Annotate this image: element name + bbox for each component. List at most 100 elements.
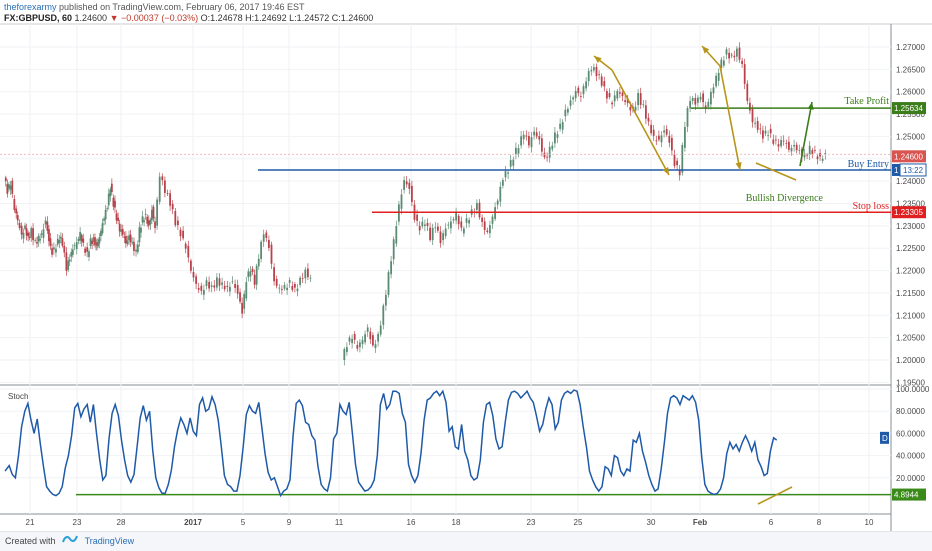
candle-body [25,228,28,236]
candle-body [676,160,678,166]
candle-body [457,215,460,225]
time-tick-label: 23 [73,518,82,527]
buy-entry-tag-bg [892,163,900,176]
candle-body [504,171,507,178]
candle-body [616,90,619,99]
time-tick-label: 16 [407,518,416,527]
candle-body [795,144,798,151]
candle-body [416,214,418,221]
candle-body [34,239,37,241]
candle-body [655,140,658,142]
price-tick-label: 1.20000 [896,356,925,365]
candle-body [107,193,110,206]
candle-body [79,232,82,241]
candle-body [595,66,598,77]
candle-body [213,285,216,288]
candle-body [639,93,642,105]
candle-body [203,289,205,295]
candle-body [764,130,767,134]
candle-body [9,185,12,190]
candle-body [499,186,502,202]
time-tick-label: 28 [117,518,126,527]
candle-body [533,131,535,136]
candle-body [717,72,720,81]
candle-body [231,281,234,283]
candle-body [421,221,424,227]
candle-body [400,194,403,209]
candle-body [243,293,246,309]
candle-body [444,228,447,237]
candle-body [149,219,152,225]
buy-entry-label: Buy Entry [848,159,889,170]
candle-body [245,282,248,299]
last-price-tag: 1.24600 [894,152,923,161]
candle-body [382,305,385,325]
stoch-tick-label: 100.0000 [896,385,930,394]
candle-body [535,132,538,137]
candle-body [603,81,606,87]
candle-body [158,176,161,202]
candle-body [114,200,116,208]
price-tick-label: 1.22000 [896,267,925,276]
candle-body [678,170,681,176]
trend-arrows [593,45,814,181]
candle-body [16,215,19,221]
candle-body [275,278,278,286]
candle-body [129,234,132,243]
candle-body [117,217,119,221]
candle-body [226,285,229,287]
candle-body [152,206,155,219]
time-tick-label: 11 [335,518,344,527]
candle-body [174,210,177,226]
chart-canvas[interactable]: 1.270001.265001.260001.255001.250001.245… [0,0,932,531]
time-scale: 21 23 28 2017 5 9 11 16 18 23 25 30 Feb 6 8 10 [26,518,874,527]
candle-body [154,221,156,228]
candle-body [30,228,33,238]
candle-body [37,236,40,242]
candle-body [229,286,231,292]
tradingview-logo-icon [62,532,78,551]
candle-body [702,93,704,103]
candle-body [751,108,754,123]
candle-body [772,139,775,144]
candle-body [141,216,144,223]
candle-body [769,128,772,134]
candle-body [92,237,95,242]
candle-body [171,203,174,210]
candle-body [790,147,793,152]
candle-body [645,105,647,119]
buy-entry-tag: 1 [894,166,899,175]
trade-levels: Take Profit Buy Entry Stop loss Bullish Div… [0,96,891,213]
candle-body [606,91,608,99]
bullish-divergence-label: Bullish Divergence [746,193,824,204]
candle-body [418,225,421,231]
candle-body [593,67,595,71]
candle-body [798,149,801,151]
time-tick-label: 23 [527,518,536,527]
time-tick-label: 10 [865,518,874,527]
candle-body [590,70,593,72]
candle-body [538,136,541,140]
candle-body [424,224,426,227]
candle-body [730,54,733,56]
tradingview-link[interactable]: TradingView [84,536,135,546]
publisher-name[interactable]: theforexarmy [4,2,57,12]
candle-body [121,229,124,235]
candle-body [741,60,743,65]
candle-body [671,137,673,151]
candle-body [512,159,515,166]
candle-body [723,60,725,66]
candle-body [301,278,304,279]
candle-body [80,235,83,242]
candle-body [634,106,637,111]
candle-body [348,337,351,342]
candle-body [481,217,483,222]
stoch-level-tag-bg [892,488,926,501]
candle-body [52,247,55,250]
candle-body [637,93,639,106]
price-tick-label: 1.27000 [896,43,925,52]
candle-body [746,83,749,101]
candle-body [32,228,34,241]
time-tick-label: Feb [693,518,707,527]
candle-body [478,202,481,218]
